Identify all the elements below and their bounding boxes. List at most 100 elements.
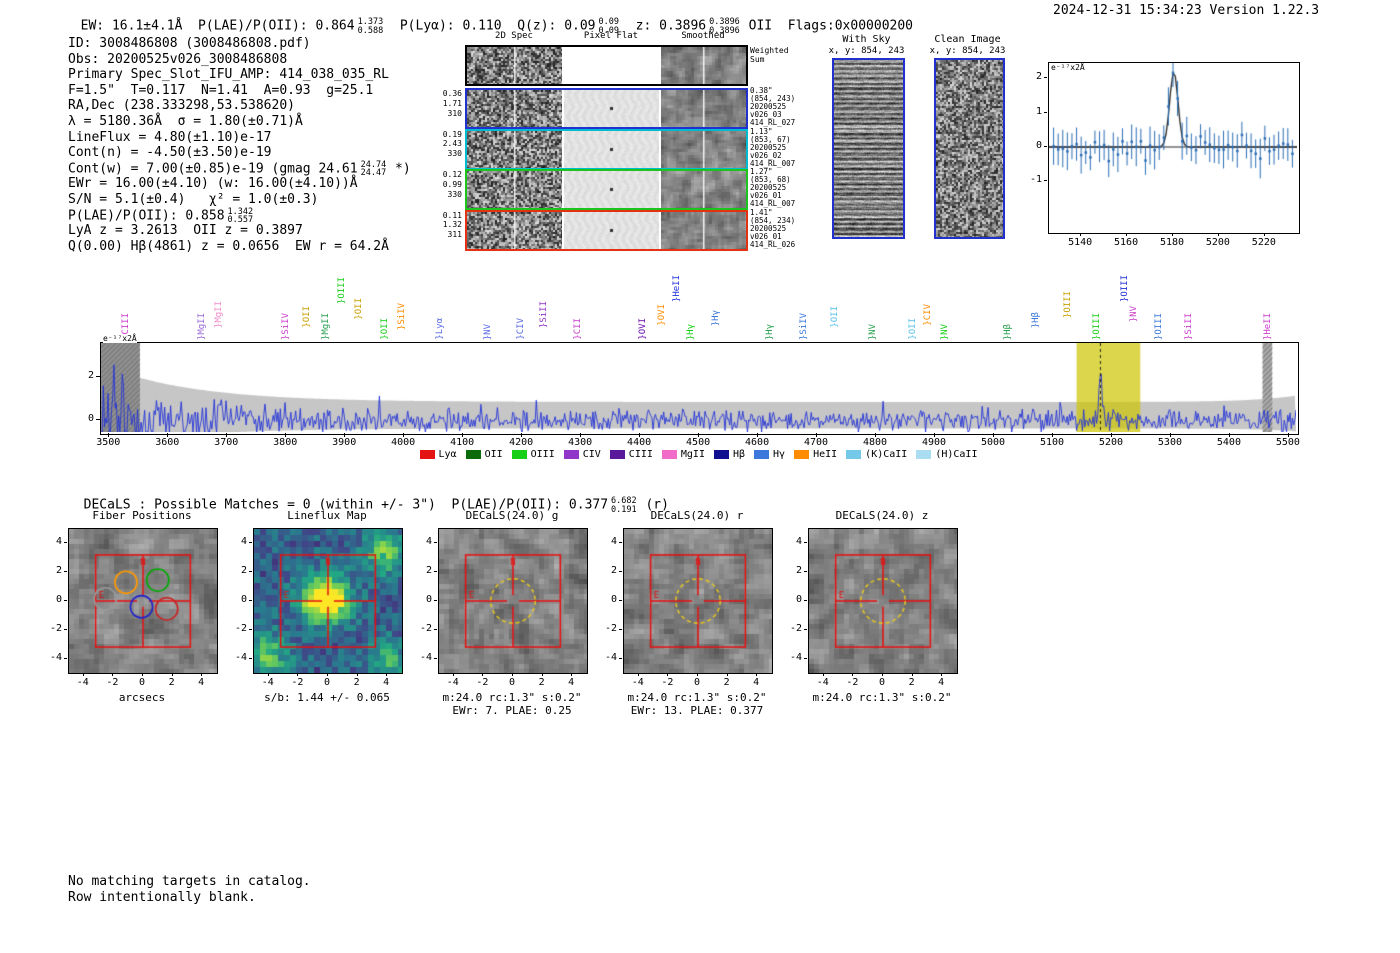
legend-swatch-Hγ: [754, 450, 770, 459]
panel-ytick-4: 4: [610, 536, 617, 548]
qz-uncertainty: 0.09 0.09: [599, 18, 619, 35]
panel-ytick-2: 2: [240, 565, 247, 577]
info-line-9: Cont(w) = 7.00(±0.85)e-19 (gmag 24.61 24.…: [68, 159, 411, 179]
legend-label-(H)CaII: (H)CaII: [935, 449, 978, 460]
panel-canvas-3: [439, 529, 587, 673]
panel-ytick-4: 4: [795, 536, 802, 548]
panel-xtick-mark: [822, 673, 824, 676]
legend-label-OIII: OIII: [530, 449, 555, 460]
spectrum-xtick-5200: 5200: [1098, 437, 1124, 448]
line-label-OVI-15: }OVI: [638, 318, 648, 340]
line-label-Lyα-10: }Lyα: [434, 318, 445, 340]
header-qz: P(Lyα): 0.110 Q(z): 0.09: [384, 18, 596, 34]
spectrum-xtick-5500: 5500: [1275, 437, 1300, 448]
decals-uncertainty: 6.682 0.191: [611, 497, 637, 514]
info-line-3: Primary Spec_Slot_IFU_AMP: 414_038_035_R…: [68, 67, 389, 83]
cutout-row-2-stats: 0.19 2.43 330: [442, 129, 462, 159]
row-4-pixel-flat-canvas: [564, 211, 659, 249]
legend-item-Hβ: Hβ: [713, 449, 746, 460]
row-3-pixel-flat-canvas: [564, 171, 659, 208]
panel-xtick-0: 0: [878, 677, 886, 688]
panel-xtick-2: 2: [353, 677, 360, 688]
line-label-SiIV-9: }SiIV: [397, 302, 408, 330]
line-label-HeII-17: }HeII: [671, 274, 682, 302]
panel-ytick-mark: [804, 657, 807, 659]
panel-plot-3: [438, 528, 588, 674]
inset-ytick-mark: [1044, 180, 1047, 182]
spectrum-xtick-4000: 4000: [391, 437, 416, 448]
legend-swatch-HeII: [794, 450, 810, 459]
panel-ytick-mark: [249, 571, 252, 573]
line-label-NV-32: }NV: [1128, 305, 1139, 322]
line-label-Hγ-18: }Hγ: [686, 323, 697, 340]
panel-xtick-0: 0: [138, 677, 146, 688]
panel-xtick-mark: [726, 673, 728, 676]
panel-xtick-mark: [482, 673, 484, 676]
panel-xtick--4: -4: [76, 677, 89, 688]
info-line-1: ID: 3008486808 (3008486808.pdf): [68, 36, 311, 51]
panel-ytick-mark: [434, 657, 437, 659]
legend-swatch-CIII: [609, 450, 625, 459]
footer-line-1: No matching targets in catalog.: [68, 874, 311, 889]
legend-item-Hγ: Hγ: [754, 449, 785, 460]
panel-xtick-4: 4: [753, 677, 760, 688]
panel-ytick-mark: [249, 628, 252, 630]
cutout-row-3: [465, 169, 748, 210]
line-label-MgII-1: }MgII: [196, 312, 207, 340]
panel-ytick-mark: [64, 542, 67, 544]
row-2-pixel-flat-canvas: [564, 130, 659, 168]
inset-xtick-5140: 5140: [1068, 237, 1093, 248]
panel-xtick-mark: [697, 673, 698, 676]
spectrum-xtick-3700: 3700: [214, 437, 239, 448]
panel-xtick-mark: [637, 673, 639, 676]
panel-caption-1-1: arcsecs: [118, 691, 166, 704]
info-line-13: LyA z = 3.2613 OII z = 0.3897: [68, 223, 303, 239]
info-line-10: EWr = 16.00(±4.10) (w: 16.00(±4.10))Å: [68, 176, 358, 192]
panel-ytick--4: -4: [49, 651, 62, 663]
panel-plot-2: [253, 528, 403, 674]
line-label-MgII-5: }MgII: [320, 312, 331, 340]
line-label-NV-23: }NV: [868, 323, 879, 340]
spectrum-legend: Lyα OII OIII CIV CIII MgII Hβ Hγ HeII (K)CaII (H)C…: [100, 449, 1297, 460]
spectrum-xtick-4800: 4800: [862, 437, 888, 448]
legend-label-Hβ: Hβ: [732, 449, 746, 460]
line-label-MgII-2: }MgII: [213, 300, 224, 328]
legend-swatch-MgII: [661, 450, 677, 459]
sky-panel-box-2: [934, 58, 1005, 239]
cutout-row-3-stats: 0.12 0.99 330: [442, 170, 462, 199]
cutout-row-4-annotation: 1.41" (854, 234) 20200525 v026_01 414_RL_026: [750, 207, 796, 249]
info-line-2: Obs: 20200525v026_3008486808: [68, 51, 288, 67]
panel-ytick-mark: [804, 628, 807, 630]
z-uncertainty: 0.3896 0.3896: [709, 18, 740, 35]
spectrum-xtick-4700: 4700: [804, 437, 829, 448]
panel-xtick-mark: [267, 673, 269, 676]
info-line-12-uncertainty: 1.342 0.557: [227, 206, 254, 226]
panel-ytick-mark: [804, 571, 807, 573]
panel-ytick-2: 2: [795, 565, 802, 577]
panel-ytick-0: 0: [795, 594, 802, 605]
spectrum-xtick-4600: 4600: [745, 437, 770, 448]
inset-ytick-mark: [1044, 146, 1047, 147]
line-label-Hγ-19: }Hγ: [710, 309, 721, 326]
inset-ytick-0: 0: [1035, 140, 1042, 151]
panel-canvas-4: [624, 529, 772, 673]
inset-ytick-mark: [1044, 111, 1047, 113]
panel-ytick-mark: [804, 542, 807, 544]
weighted-smoothed-canvas: [661, 47, 746, 84]
line-label-Hβ-28: }Hβ: [1031, 311, 1042, 328]
info-line-7: LineFlux = 4.80(±1.10)e-17: [68, 129, 272, 145]
cutout-row-4: [465, 209, 748, 251]
panel-xtick--4: -4: [631, 677, 644, 688]
legend-item-Lyα: Lyα: [419, 449, 457, 460]
line-fit-inset-plot: [1048, 62, 1300, 234]
legend-item-(H)CaII: (H)CaII: [916, 449, 977, 460]
timestamp-version: 2024-12-31 15:34:23 Version 1.22.3: [1053, 3, 1320, 18]
line-label-SiIV-3: }SiIV: [281, 312, 292, 340]
spectrum-xtick-5100: 5100: [1039, 437, 1065, 448]
line-fit-inset-canvas: [1049, 63, 1297, 231]
panel-ytick-mark: [434, 628, 437, 630]
cutout-row-2: [465, 128, 748, 170]
panel-ytick-2: 2: [425, 565, 432, 577]
panel-xtick-mark: [201, 673, 203, 676]
full-spectrum-canvas: [101, 343, 1296, 432]
